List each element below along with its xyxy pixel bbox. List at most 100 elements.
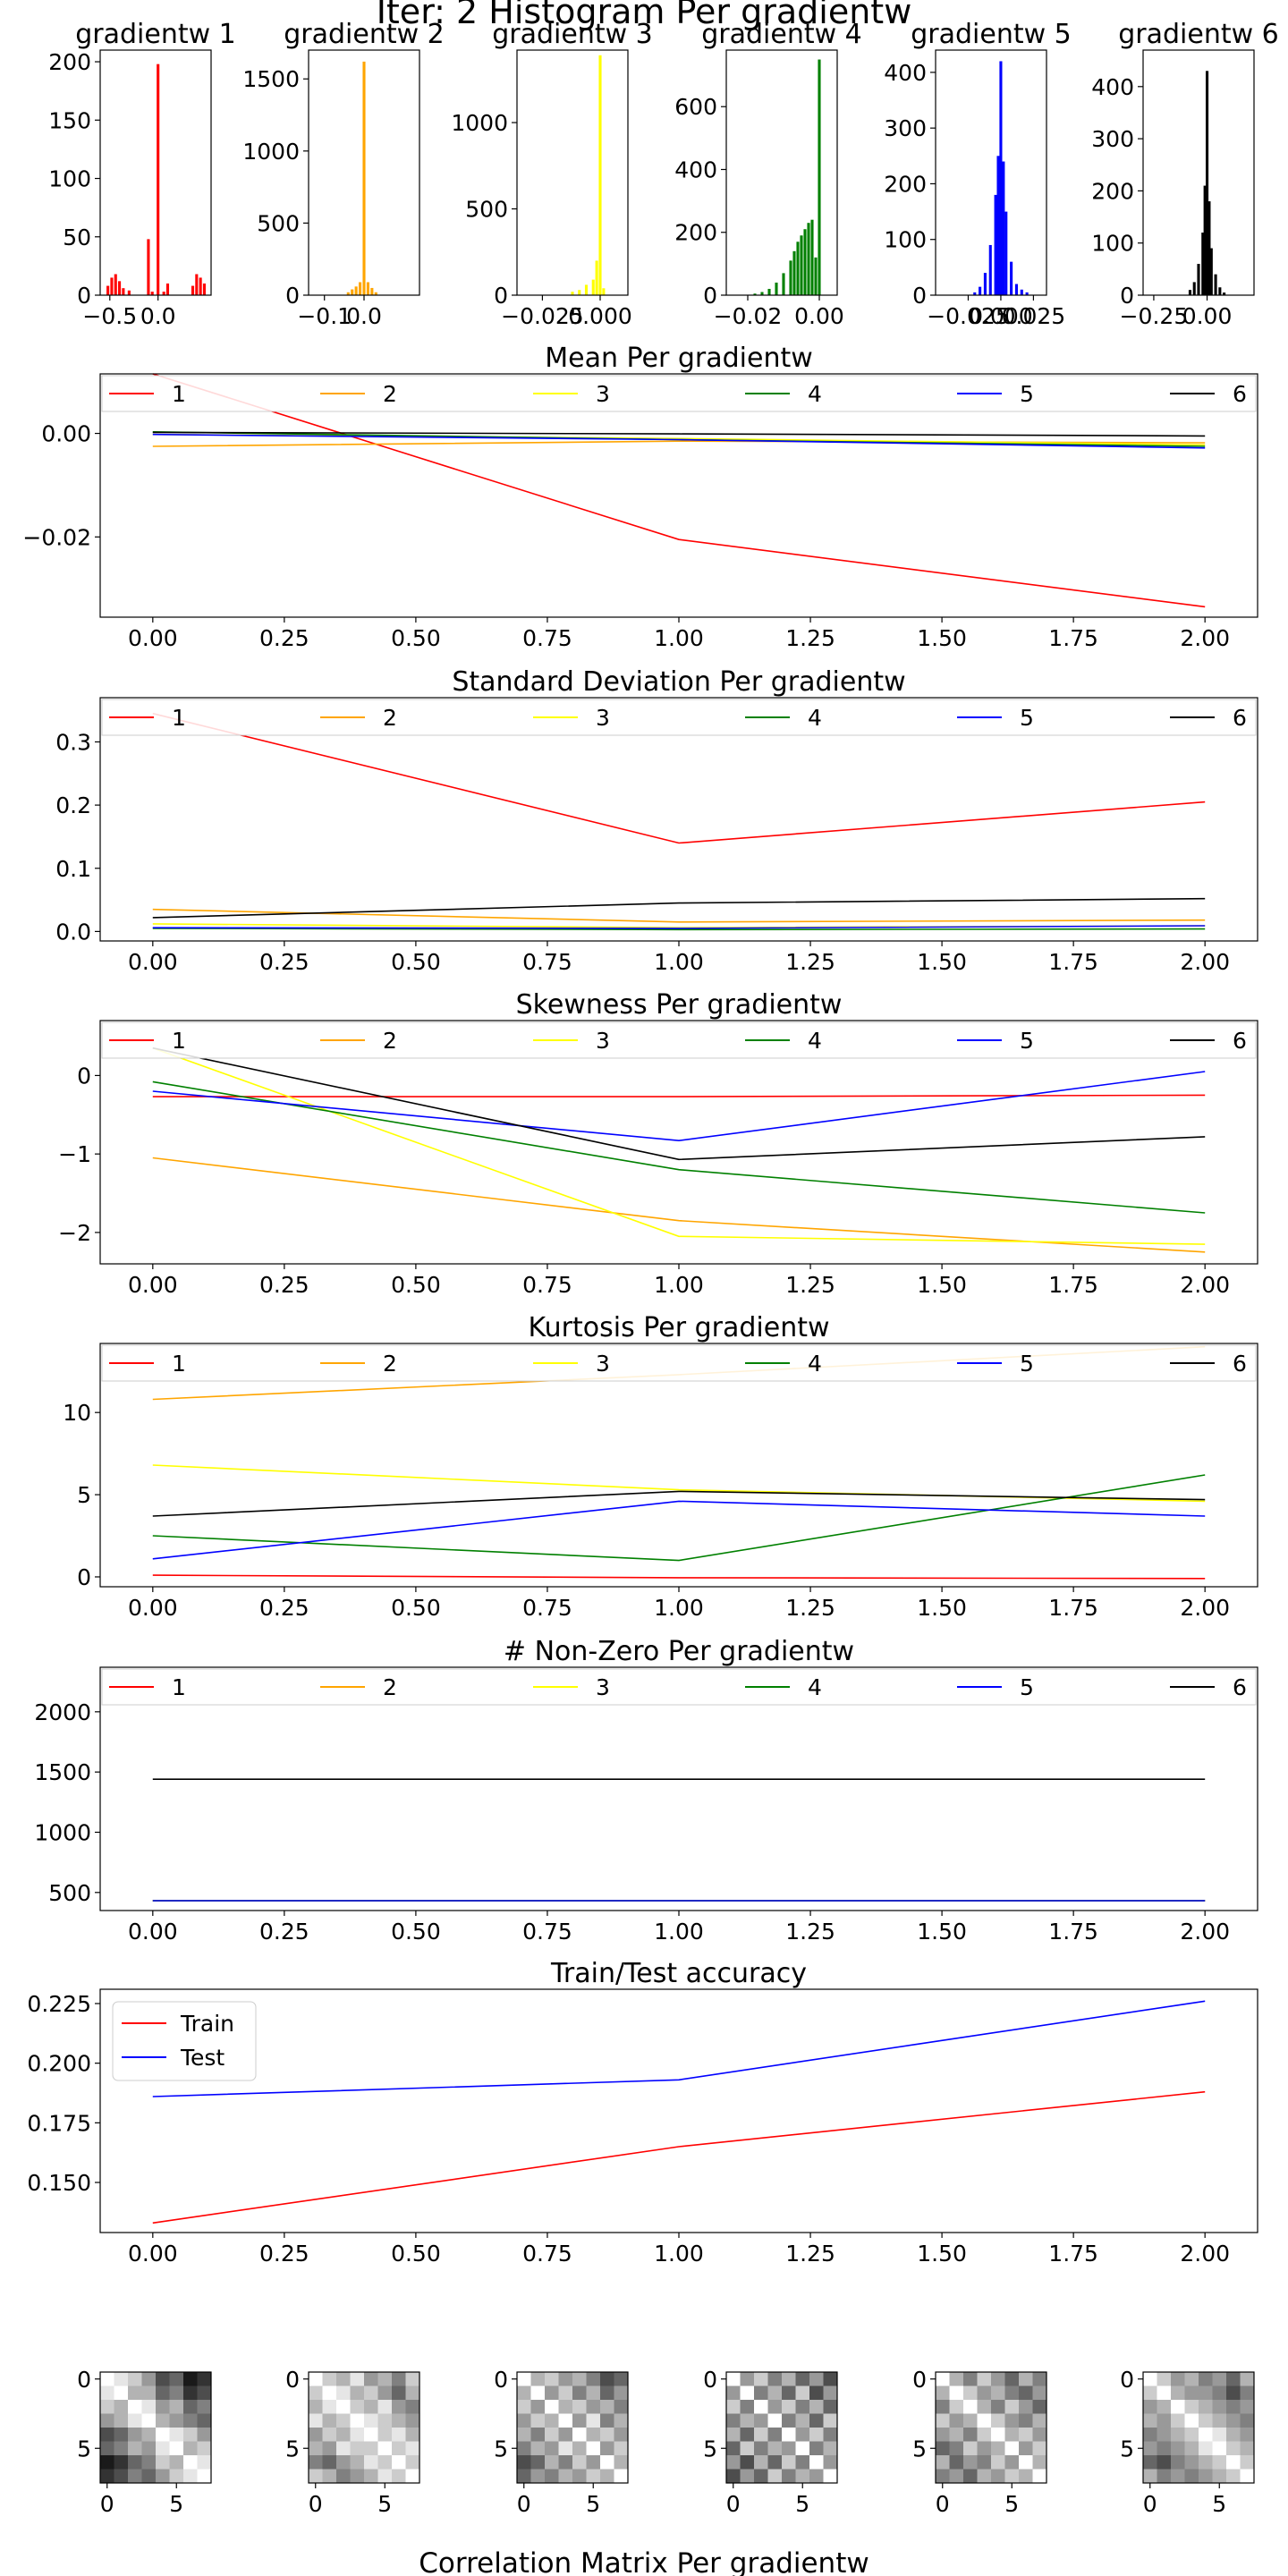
x-tick-label: −0.02 [714,303,783,329]
x-tick-label: 1.75 [1048,2241,1098,2267]
legend-label-5: 5 [1020,705,1034,731]
matrix-cell [1240,2400,1255,2414]
matrix-cell [156,2413,170,2428]
matrix-cell [141,2469,157,2484]
matrix-cell [377,2455,393,2470]
series-line-6 [152,897,1206,919]
panel-title: Skewness Per gradientw [516,989,843,1021]
legend-label-2: 2 [383,1028,397,1054]
x-tick-label: 0.000 [969,303,1033,329]
matrix-cell [949,2441,964,2456]
x-tick-label: 0.025 [1002,303,1066,329]
matrix-cell [1019,2441,1033,2456]
matrix-cell [169,2385,184,2401]
matrix-cell [740,2428,755,2442]
matrix-cell [1199,2455,1213,2470]
matrix-cell [114,2385,129,2401]
y-tick-label: 0.150 [27,2170,91,2196]
y-tick-label: 0 [77,283,91,309]
series-line-1 [152,1574,1206,1580]
matrix-cell [1143,2413,1157,2428]
x-tick-label: 0.75 [522,1272,572,1298]
matrix-cell [350,2372,365,2386]
matrix-cell [782,2441,796,2456]
series-line-test [152,2000,1206,2097]
matrix-cell [156,2469,170,2484]
histogram-title: gradientw 5 [911,19,1072,50]
y-tick-label: 1500 [34,1759,91,1785]
matrix-cell [100,2372,114,2386]
matrix-cell [949,2385,964,2401]
matrix-cell [1199,2400,1213,2414]
matrix-cell [545,2455,559,2470]
y-tick-label: 0.3 [55,729,91,755]
matrix-cell [726,2400,741,2414]
matrix-cell [1157,2385,1172,2401]
matrix-cell [1212,2441,1227,2456]
matrix-cell [350,2455,365,2470]
y-tick-label: 0 [1120,2367,1134,2393]
x-tick-label: 0.0 [346,303,382,329]
y-tick-label: 0.00 [41,421,91,447]
matrix-cell [309,2400,323,2414]
matrix-cell [1240,2455,1255,2470]
matrix-cell [1212,2428,1227,2442]
matrix-cell [726,2413,741,2428]
matrix-cell [1143,2400,1157,2414]
matrix-cell [183,2372,198,2386]
histogram-bar [359,282,362,295]
y-tick-label: 500 [257,210,300,236]
matrix-cell [754,2385,768,2401]
matrix-cell [795,2372,810,2386]
matrix-cell [1032,2428,1047,2442]
matrix-cell [1004,2400,1020,2414]
series-line-1 [152,373,1206,608]
matrix-cell [726,2372,741,2386]
matrix-cell [156,2455,170,2470]
matrix-cell [1199,2469,1213,2484]
matrix-cell [726,2469,741,2484]
y-tick-label: 300 [884,115,927,141]
matrix-cell [364,2455,378,2470]
x-tick-label: 0 [517,2491,531,2517]
matrix-cell [767,2455,783,2470]
histogram-bar [598,55,602,296]
matrix-cell [336,2441,351,2456]
legend-label-3: 3 [596,1028,610,1054]
histogram-frame [1142,49,1255,296]
matrix-cell [169,2441,184,2456]
matrix-cell [726,2428,741,2442]
x-tick-label: 0.25 [259,1919,309,1945]
x-tick-label: 0 [309,2491,323,2517]
matrix-cell [586,2441,601,2456]
matrix-cell [740,2372,755,2386]
matrix-cell [991,2413,1005,2428]
matrix-cell [1143,2455,1157,2470]
histogram-bar [202,283,207,295]
y-tick-label: 400 [884,60,927,86]
matrix-cell [823,2400,838,2414]
histogram-bar [1205,71,1209,295]
histogram-bar [999,61,1003,296]
panel-title: Mean Per gradientw [545,343,813,374]
matrix-cell [767,2372,783,2386]
matrix-cell [364,2385,378,2401]
matrix-cell [949,2413,964,2428]
x-tick-label: 1.50 [917,625,967,651]
matrix-cell [392,2400,406,2414]
matrix-cell [767,2469,783,2484]
matrix-cell [517,2428,531,2442]
correlation-matrix-5: 0 0 5 5 [912,2367,1047,2517]
histogram-bar [374,292,377,295]
matrix-cell [809,2441,824,2456]
y-tick-label: 0.175 [27,2110,91,2136]
matrix-cell [197,2413,212,2428]
matrix-cell [977,2413,992,2428]
matrix-cell [1171,2428,1185,2442]
matrix-cell [517,2372,531,2386]
correlation-matrix-1: 0 0 5 5 [77,2367,212,2517]
matrix-cell [614,2413,629,2428]
histogram-bar [796,242,800,295]
